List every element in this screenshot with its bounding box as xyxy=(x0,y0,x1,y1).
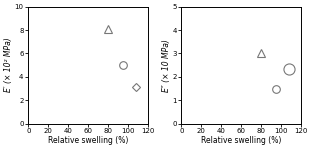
X-axis label: Relative swelling (%): Relative swelling (%) xyxy=(201,136,281,145)
Y-axis label: E″ (× 10 MPa): E″ (× 10 MPa) xyxy=(162,39,171,92)
X-axis label: Relative swelling (%): Relative swelling (%) xyxy=(48,136,129,145)
Y-axis label: E′ (× 10² MPa): E′ (× 10² MPa) xyxy=(4,38,13,93)
